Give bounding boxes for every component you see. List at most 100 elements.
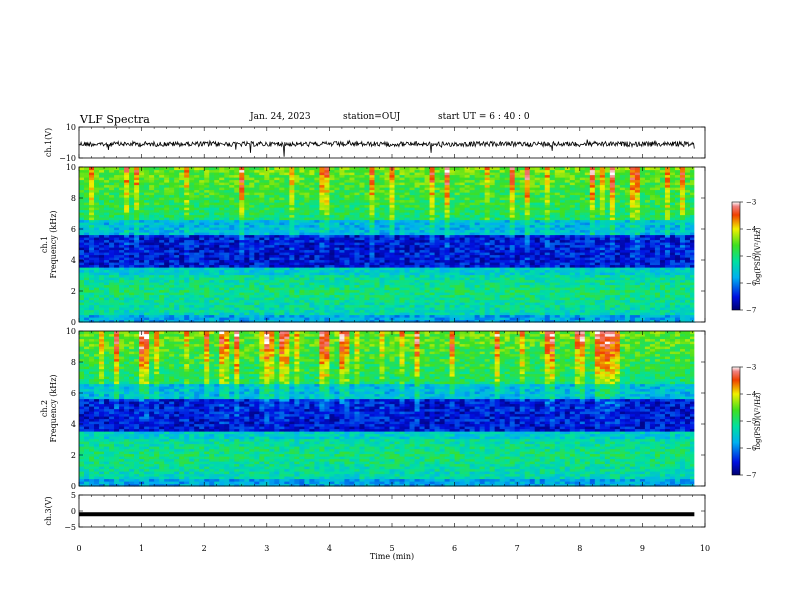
- spectrogram-cell: [574, 299, 581, 303]
- spectrogram-cell: [209, 264, 215, 268]
- spectrogram-cell: [214, 299, 220, 303]
- spectrogram-cell: [619, 307, 626, 311]
- spectrogram-cell: [304, 287, 310, 291]
- spectrogram-cell: [84, 282, 90, 286]
- spectrogram-cell: [439, 284, 446, 288]
- spectrogram-cell: [314, 259, 320, 263]
- spectrogram-cell: [484, 312, 491, 316]
- spectrogram-cell: [179, 272, 185, 276]
- spectrogram-cell: [149, 282, 155, 286]
- spectrogram-cell: [219, 289, 225, 293]
- spectrogram-cell: [424, 297, 431, 301]
- spectrogram-cell: [229, 309, 235, 313]
- spectrogram-cell: [454, 314, 461, 318]
- spectrogram-cell: [409, 282, 416, 286]
- spectrogram-cell: [469, 294, 476, 298]
- spectrogram-cell: [679, 309, 686, 313]
- spectrogram-cell: [429, 294, 436, 298]
- spectrogram-cell: [499, 287, 506, 291]
- spectrogram-cell: [544, 259, 551, 263]
- spectrogram-cell: [179, 319, 185, 323]
- spectrogram-cell: [494, 257, 501, 261]
- spectrogram-cell: [364, 314, 371, 318]
- spectrogram-cell: [134, 307, 140, 311]
- spectrogram-cell: [614, 262, 621, 266]
- spectrogram-cell: [549, 259, 556, 263]
- spectrogram-cell: [469, 282, 476, 286]
- spectrogram-cell: [379, 307, 386, 311]
- spectrogram-cell: [419, 277, 426, 281]
- spectrogram-cell: [184, 302, 190, 306]
- spectrogram-cell: [299, 272, 305, 276]
- spectrogram-cell: [624, 314, 631, 318]
- spectrogram-cell: [314, 299, 320, 303]
- spectrogram-cell: [274, 282, 280, 286]
- spectrogram-cell: [634, 262, 641, 266]
- spectrogram-cell: [404, 304, 411, 308]
- spectrogram-cell: [609, 309, 616, 313]
- spectrogram-cell: [674, 317, 681, 321]
- spectrogram-cell: [179, 289, 185, 293]
- spectrogram-cell: [254, 314, 260, 318]
- spectrogram-cell: [214, 264, 220, 268]
- spectrogram-cell: [594, 287, 601, 291]
- spectrogram-cell: [229, 294, 235, 298]
- spectrogram-cell: [524, 307, 531, 311]
- spectrogram-cell: [474, 287, 481, 291]
- spectrogram-cell: [119, 254, 125, 258]
- spectrogram-cell: [154, 319, 160, 323]
- spectrogram-cell: [604, 284, 611, 288]
- spectrogram-cell: [544, 307, 551, 311]
- spectrogram-cell: [244, 269, 250, 273]
- spectrogram-cell: [154, 292, 160, 296]
- spectrogram-cell: [364, 259, 371, 263]
- spectrogram-cell: [464, 279, 471, 283]
- spectrogram-cell: [614, 259, 621, 263]
- spectrogram-cell: [304, 292, 310, 296]
- spectrogram-cell: [174, 254, 180, 258]
- spectrogram-cell: [144, 264, 150, 268]
- spectrogram-cell: [489, 262, 496, 266]
- spectrogram-cell: [359, 307, 366, 311]
- spectrogram-cell: [534, 302, 541, 306]
- spectrogram-cell: [644, 274, 651, 278]
- spectrogram-cell: [144, 254, 150, 258]
- spectrogram-cell: [289, 307, 295, 311]
- spectrogram-cell: [124, 304, 130, 308]
- spectrogram-cell: [664, 279, 671, 283]
- spectrogram-cell: [674, 284, 681, 288]
- spectrogram-cell: [599, 272, 606, 276]
- spectrogram-cell: [269, 269, 275, 273]
- spectrogram-cell: [164, 302, 170, 306]
- spectrogram-cell: [479, 289, 486, 293]
- spectrogram-cell: [114, 302, 120, 306]
- spectrogram-cell: [219, 267, 225, 271]
- spectrogram-cell: [169, 267, 175, 271]
- spectrogram-cell: [309, 304, 315, 308]
- spectrogram-cell: [79, 302, 85, 306]
- spectrogram-cell: [384, 297, 391, 301]
- spectrogram-cell: [304, 269, 310, 273]
- spectrogram-cell: [389, 264, 396, 268]
- spectrogram-cell: [284, 277, 290, 281]
- spectrogram-cell: [379, 269, 386, 273]
- spectrogram-cell: [494, 277, 501, 281]
- spectrogram-cell: [639, 302, 646, 306]
- spectrogram-cell: [304, 264, 310, 268]
- spectrogram-cell: [314, 309, 320, 313]
- spectrogram-cell: [299, 267, 305, 271]
- spectrogram-cell: [89, 302, 95, 306]
- spectrogram-cell: [449, 294, 456, 298]
- spectrogram-cell: [484, 304, 491, 308]
- spectrogram-cell: [454, 292, 461, 296]
- spectrogram-cell: [384, 269, 391, 273]
- spectrogram-cell: [659, 304, 666, 308]
- spectrogram-cell: [199, 312, 205, 316]
- spectrogram-cell: [594, 302, 601, 306]
- spectrogram-cell: [489, 292, 496, 296]
- spectrogram-cell: [144, 304, 150, 308]
- spectrogram-cell: [559, 319, 566, 323]
- spectrogram-cell: [674, 299, 681, 303]
- spectrogram-cell: [379, 282, 386, 286]
- spectrogram-cell: [529, 297, 536, 301]
